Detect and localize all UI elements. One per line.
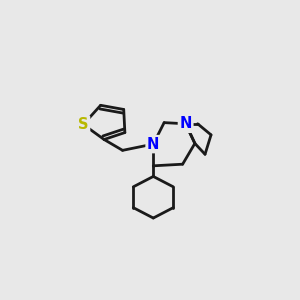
Text: N: N [147,136,160,152]
Text: S: S [78,117,88,132]
Text: N: N [179,116,192,131]
